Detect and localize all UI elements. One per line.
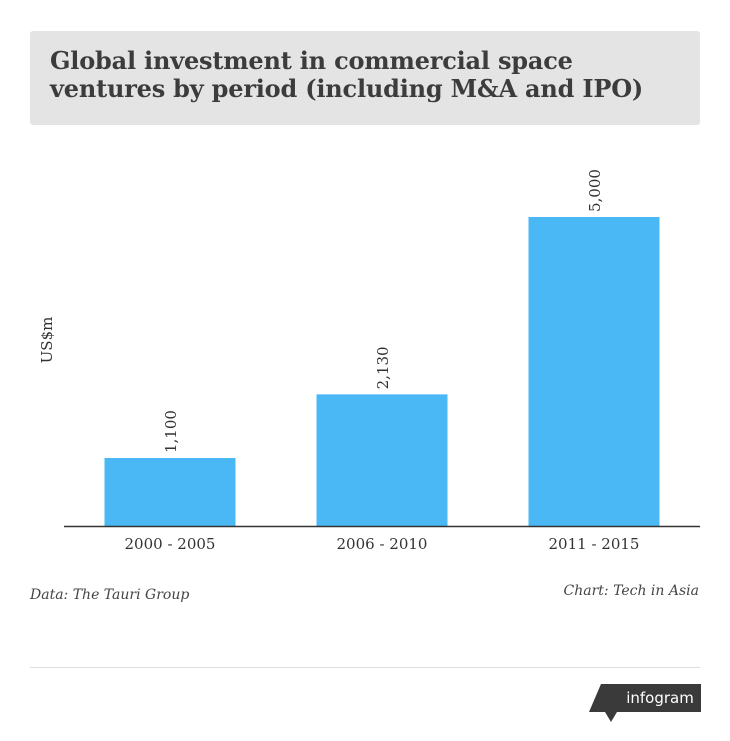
infogram-logo-label[interactable]: infogram — [626, 689, 694, 707]
infogram-logo-icon[interactable] — [589, 684, 701, 724]
data-source: Data: The Tauri Group — [30, 587, 190, 603]
bar-3 — [528, 217, 660, 526]
category-label-3: 2011 - 2015 — [549, 535, 640, 553]
data-label-3: 5,000 — [586, 169, 604, 212]
data-label-2: 2,130 — [374, 346, 392, 389]
data-label-1: 1,100 — [162, 410, 180, 453]
bar-1 — [104, 458, 236, 526]
bar-2 — [316, 394, 448, 526]
category-label-1: 2000 - 2005 — [125, 535, 216, 553]
category-label-2: 2006 - 2010 — [337, 535, 428, 553]
title-box: Global investment in commercial space ve… — [30, 31, 700, 125]
footer-divider — [30, 667, 700, 668]
chart-title: Global investment in commercial space ve… — [50, 46, 644, 103]
y-axis-label: US$m — [38, 317, 56, 364]
chart-credit: Chart: Tech in Asia — [563, 583, 699, 599]
